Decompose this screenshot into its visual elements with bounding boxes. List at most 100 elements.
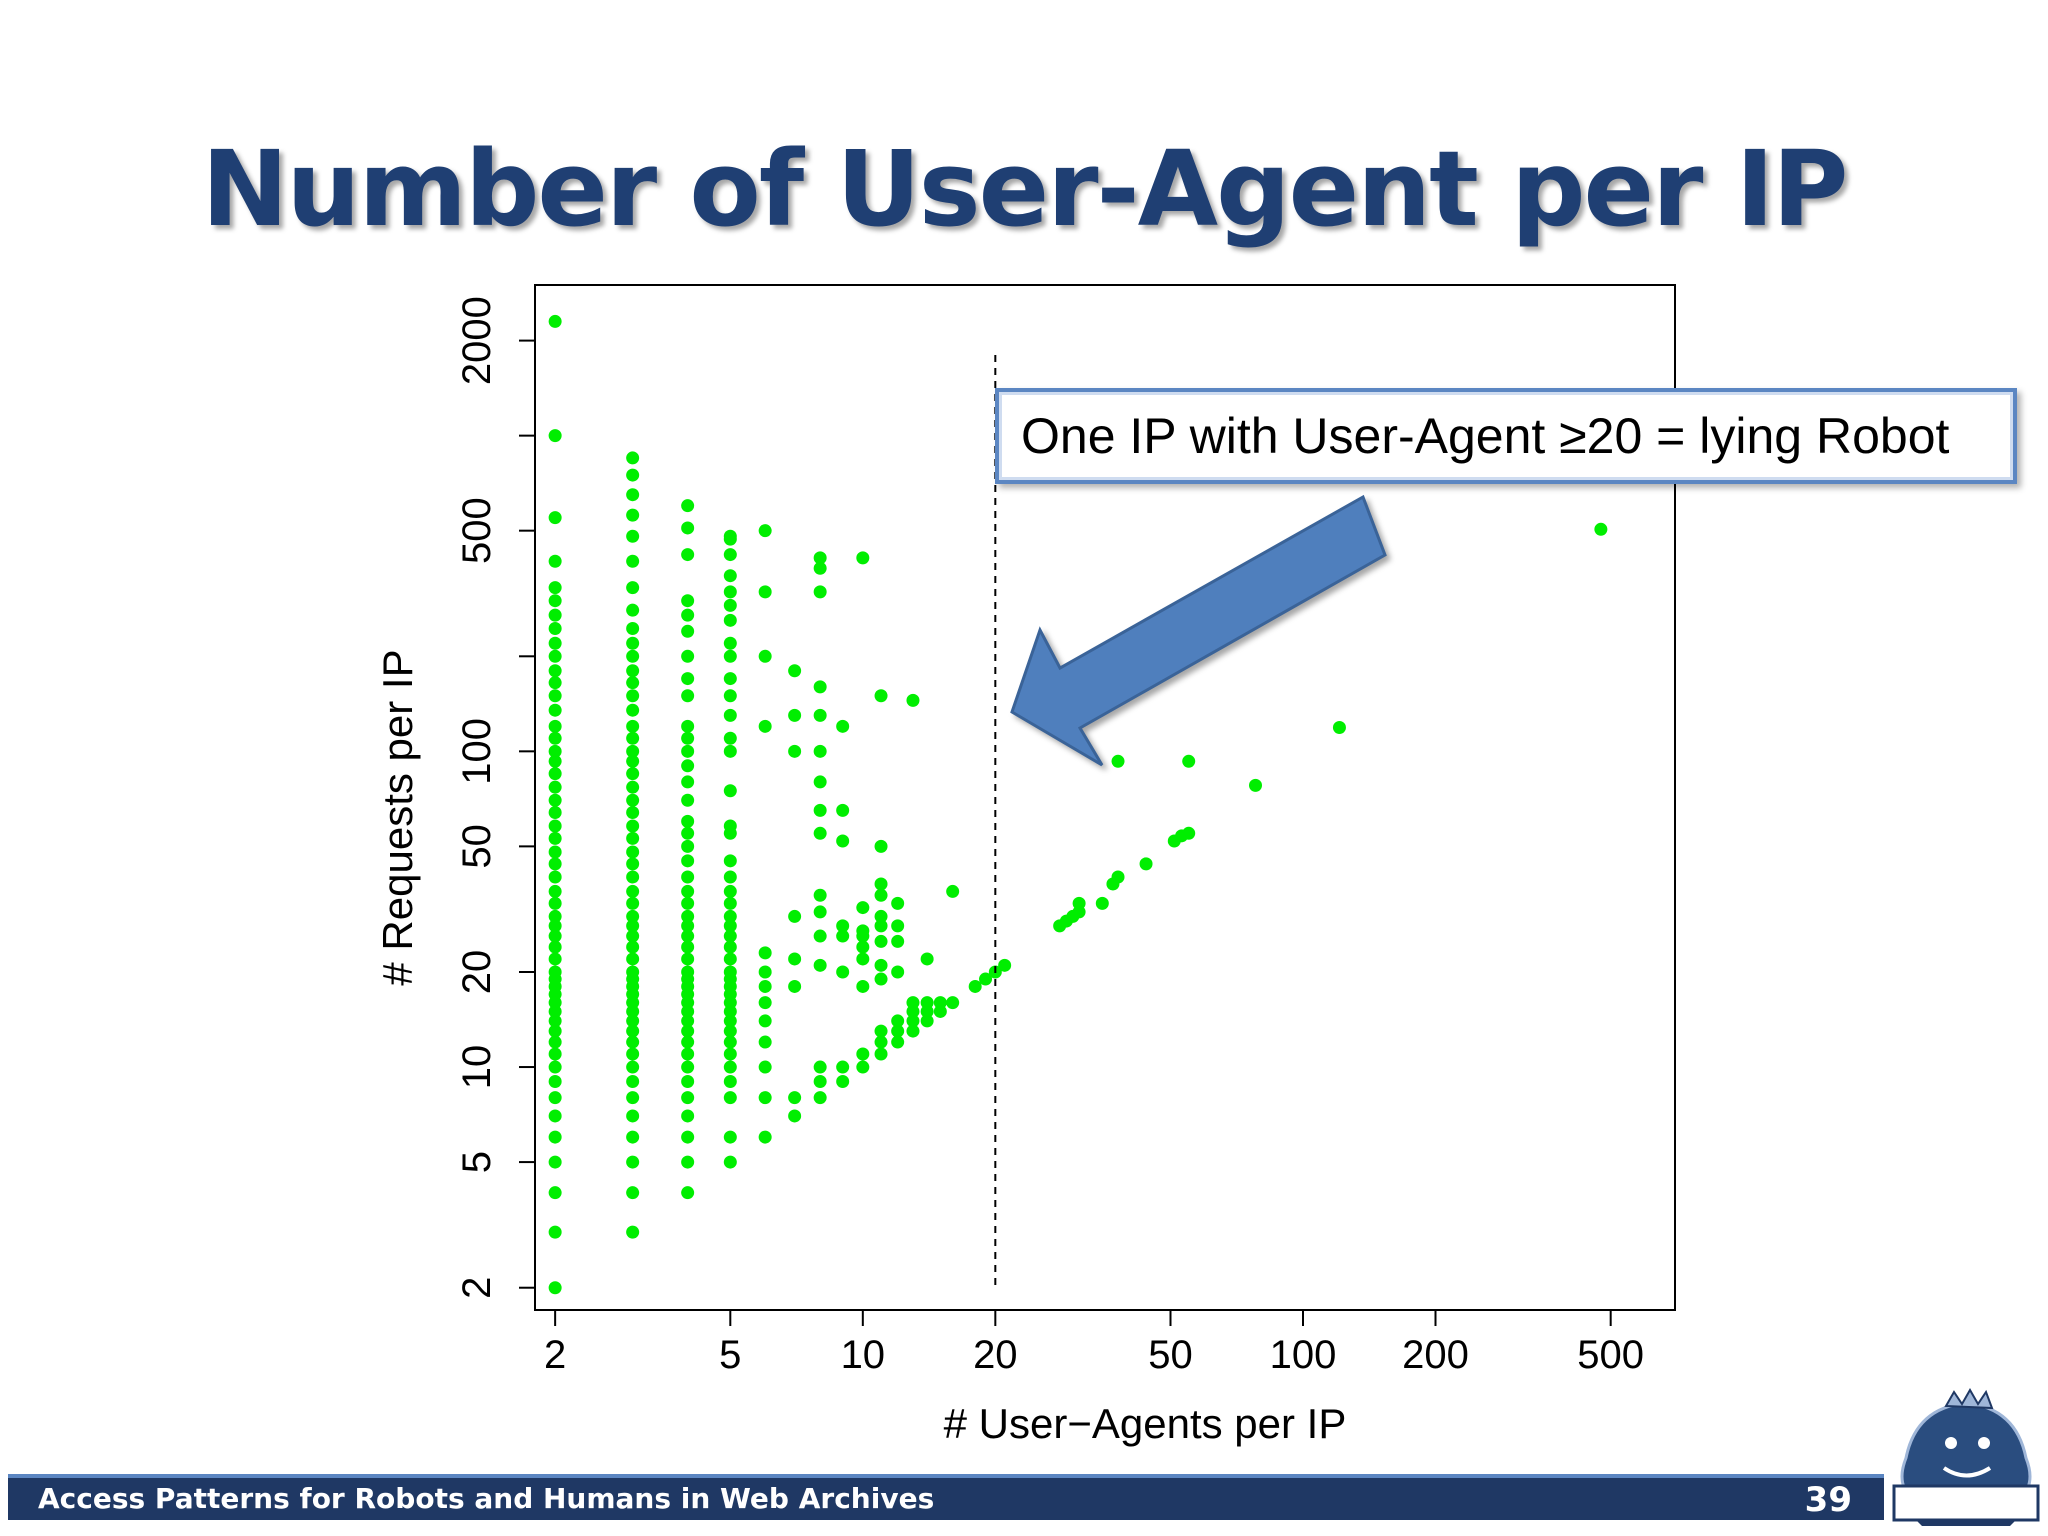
data-point	[813, 744, 827, 758]
data-point	[723, 548, 737, 562]
data-point	[788, 1091, 802, 1105]
data-point	[813, 585, 827, 599]
data-point	[813, 826, 827, 840]
data-point	[906, 693, 920, 707]
data-point	[723, 1091, 737, 1105]
data-point	[548, 780, 562, 794]
data-point	[548, 429, 562, 443]
data-point	[548, 884, 562, 898]
data-point	[626, 468, 640, 482]
data-point	[874, 972, 888, 986]
data-point	[681, 649, 695, 663]
data-point	[874, 839, 888, 853]
data-point	[946, 996, 960, 1010]
data-point	[548, 621, 562, 635]
data-point	[758, 946, 772, 960]
data-point	[856, 979, 870, 993]
monarch-logo-icon	[1892, 1387, 2040, 1526]
data-point	[723, 1047, 737, 1061]
data-point	[548, 636, 562, 650]
data-point	[548, 819, 562, 833]
data-point	[626, 870, 640, 884]
data-point	[723, 1014, 737, 1028]
data-point	[548, 676, 562, 690]
data-point	[1111, 754, 1125, 768]
data-point	[1594, 522, 1608, 536]
data-point	[723, 529, 737, 543]
data-point	[788, 708, 802, 722]
y-tick-label: 50	[455, 824, 499, 869]
data-point	[856, 551, 870, 565]
data-point	[874, 877, 888, 891]
data-point	[681, 965, 695, 979]
data-point	[788, 664, 802, 678]
data-point	[874, 919, 888, 933]
data-point	[626, 940, 640, 954]
data-point	[548, 1225, 562, 1239]
data-point	[548, 1281, 562, 1295]
data-point	[681, 952, 695, 966]
university-logo	[1886, 1387, 2046, 1528]
data-point	[681, 1155, 695, 1169]
data-point	[626, 603, 640, 617]
data-point	[548, 793, 562, 807]
data-point	[723, 598, 737, 612]
x-axis-label: # User−Agents per IP	[944, 1400, 1347, 1447]
data-point	[946, 884, 960, 898]
data-point	[723, 870, 737, 884]
data-point	[723, 1060, 737, 1074]
data-point	[681, 884, 695, 898]
data-point	[788, 1109, 802, 1123]
data-point	[548, 719, 562, 733]
y-tick-label: 2	[455, 1277, 499, 1299]
data-point	[681, 814, 695, 828]
data-point	[891, 919, 905, 933]
data-point	[626, 621, 640, 635]
data-point	[1139, 857, 1153, 871]
data-point	[548, 1014, 562, 1028]
data-point	[723, 1024, 737, 1038]
data-point	[681, 1091, 695, 1105]
data-point	[548, 703, 562, 717]
data-point	[626, 909, 640, 923]
data-point	[723, 896, 737, 910]
data-point	[836, 1074, 850, 1088]
slide-title: Number of User-Agent per IP	[201, 128, 1849, 250]
data-point	[1072, 896, 1086, 910]
x-tick-label: 100	[1270, 1333, 1337, 1377]
data-point	[548, 831, 562, 845]
data-point	[548, 909, 562, 923]
data-point	[548, 952, 562, 966]
data-point	[813, 1060, 827, 1074]
data-point	[681, 731, 695, 745]
data-point	[626, 676, 640, 690]
data-point	[548, 594, 562, 608]
data-point	[626, 1024, 640, 1038]
x-tick-label: 2	[544, 1333, 566, 1377]
data-point	[874, 909, 888, 923]
data-point	[548, 929, 562, 943]
data-point	[681, 521, 695, 535]
y-tick-label: 5	[455, 1151, 499, 1173]
data-point	[723, 929, 737, 943]
data-point	[626, 664, 640, 678]
data-point	[874, 1047, 888, 1061]
data-point	[548, 845, 562, 859]
data-point	[813, 929, 827, 943]
data-point	[626, 689, 640, 703]
data-point	[813, 958, 827, 972]
data-point	[626, 1060, 640, 1074]
data-point	[681, 1035, 695, 1049]
x-tick-label: 500	[1577, 1333, 1644, 1377]
data-point	[836, 1060, 850, 1074]
data-point	[548, 1130, 562, 1144]
data-point	[626, 896, 640, 910]
data-point	[626, 806, 640, 820]
data-point	[874, 934, 888, 948]
data-point	[723, 731, 737, 745]
data-point	[723, 689, 737, 703]
data-point	[681, 759, 695, 773]
data-point	[626, 529, 640, 543]
data-point	[681, 608, 695, 622]
data-point	[813, 803, 827, 817]
